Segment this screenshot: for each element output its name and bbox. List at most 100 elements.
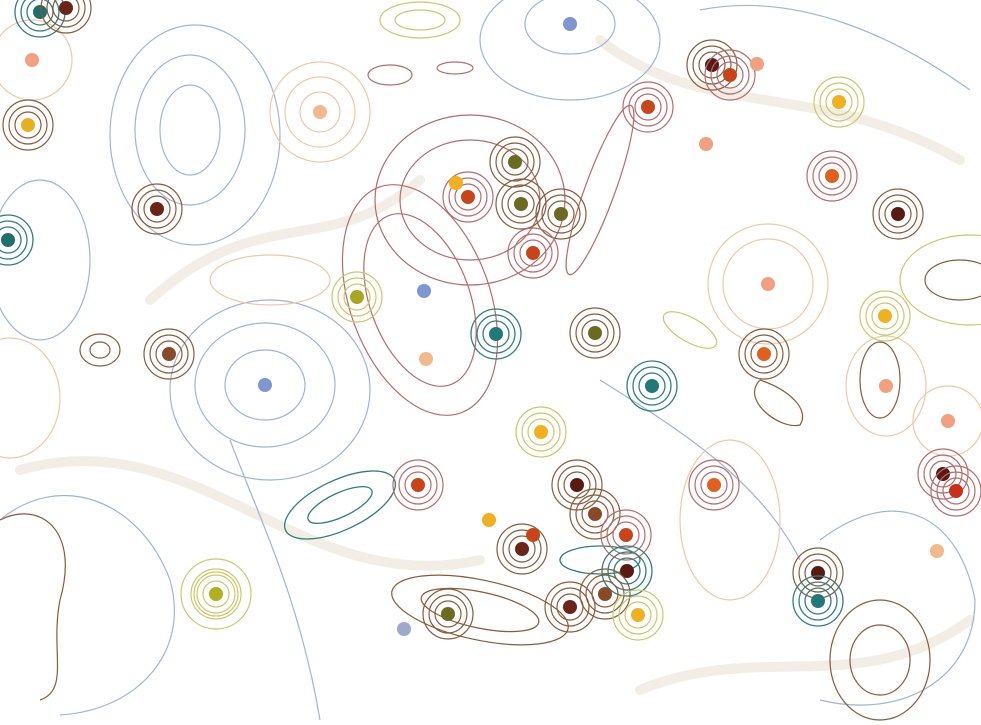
dot bbox=[449, 176, 463, 190]
contour bbox=[367, 64, 413, 86]
ring bbox=[634, 93, 662, 121]
contour bbox=[284, 76, 356, 148]
dot bbox=[598, 587, 612, 601]
ring bbox=[527, 418, 555, 446]
stroke bbox=[595, 35, 965, 165]
ring-cluster bbox=[331, 271, 383, 323]
dot bbox=[949, 484, 963, 498]
ring bbox=[519, 239, 547, 267]
ring bbox=[557, 465, 597, 505]
ring bbox=[872, 188, 924, 240]
dot bbox=[563, 600, 577, 614]
ring bbox=[632, 366, 672, 406]
ring bbox=[612, 521, 640, 549]
ring-cluster bbox=[507, 227, 559, 279]
dot bbox=[811, 594, 825, 608]
ring bbox=[581, 319, 609, 347]
ring-clusters bbox=[0, 0, 981, 641]
contour bbox=[224, 349, 306, 421]
ring-cluster bbox=[930, 465, 981, 517]
ring-cluster bbox=[496, 523, 548, 575]
ring bbox=[624, 601, 652, 629]
dot bbox=[563, 17, 577, 31]
contour bbox=[479, 0, 661, 101]
ring bbox=[515, 406, 567, 458]
dot bbox=[936, 467, 950, 481]
ring bbox=[496, 523, 548, 575]
ring bbox=[392, 459, 444, 511]
dot bbox=[411, 478, 425, 492]
dot bbox=[825, 169, 839, 183]
contour bbox=[524, 0, 616, 55]
dot bbox=[750, 57, 764, 71]
ring bbox=[698, 51, 726, 79]
dot bbox=[526, 246, 540, 260]
ring-cluster bbox=[449, 176, 463, 190]
stroke bbox=[145, 175, 425, 305]
ring-cluster bbox=[470, 308, 522, 360]
dot bbox=[534, 425, 548, 439]
ring bbox=[337, 277, 377, 317]
ring bbox=[942, 477, 970, 505]
ring-cluster bbox=[442, 171, 494, 223]
dot bbox=[641, 100, 655, 114]
dot bbox=[588, 326, 602, 340]
ring bbox=[556, 593, 584, 621]
ring bbox=[859, 290, 911, 342]
ring bbox=[470, 308, 522, 360]
ring-cluster bbox=[313, 105, 327, 119]
contour bbox=[0, 337, 61, 459]
ring-cluster bbox=[526, 528, 540, 542]
ring bbox=[495, 178, 547, 230]
dot bbox=[515, 542, 529, 556]
ring-cluster bbox=[563, 17, 577, 31]
ring bbox=[569, 307, 621, 359]
dot bbox=[645, 379, 659, 393]
ring-cluster bbox=[600, 509, 652, 561]
ring-cluster bbox=[0, 214, 34, 266]
ring bbox=[622, 81, 674, 133]
ring bbox=[688, 459, 740, 511]
contour bbox=[565, 104, 635, 276]
ring bbox=[563, 471, 591, 499]
ring bbox=[738, 328, 790, 380]
ring-cluster bbox=[738, 328, 790, 380]
ring-cluster bbox=[397, 622, 411, 636]
ring bbox=[569, 488, 621, 540]
ring bbox=[489, 136, 541, 188]
ring bbox=[601, 545, 653, 597]
contour bbox=[379, 1, 461, 39]
ring bbox=[813, 76, 865, 128]
ring bbox=[694, 465, 734, 505]
dot bbox=[508, 155, 522, 169]
ring-cluster bbox=[190, 568, 242, 620]
contour bbox=[134, 54, 246, 206]
ring bbox=[750, 340, 778, 368]
contour bbox=[79, 333, 121, 367]
contour bbox=[819, 510, 976, 706]
ring bbox=[825, 88, 853, 116]
ring bbox=[547, 200, 575, 228]
dot bbox=[707, 478, 721, 492]
dot bbox=[878, 309, 892, 323]
ring bbox=[744, 334, 784, 374]
ring bbox=[8, 105, 48, 145]
ring bbox=[149, 334, 189, 374]
ring-cluster bbox=[761, 277, 775, 291]
dot bbox=[482, 513, 496, 527]
ring-cluster bbox=[551, 459, 603, 511]
contour bbox=[707, 223, 829, 345]
ring bbox=[535, 188, 587, 240]
contour bbox=[341, 184, 499, 416]
contour bbox=[299, 91, 341, 133]
ring bbox=[716, 61, 744, 89]
ring bbox=[878, 194, 918, 234]
dot bbox=[699, 137, 713, 151]
ring-cluster bbox=[879, 379, 893, 393]
contour bbox=[0, 179, 91, 341]
dot bbox=[489, 327, 503, 341]
ring bbox=[508, 535, 536, 563]
ring-cluster bbox=[688, 459, 740, 511]
ring bbox=[638, 372, 666, 400]
